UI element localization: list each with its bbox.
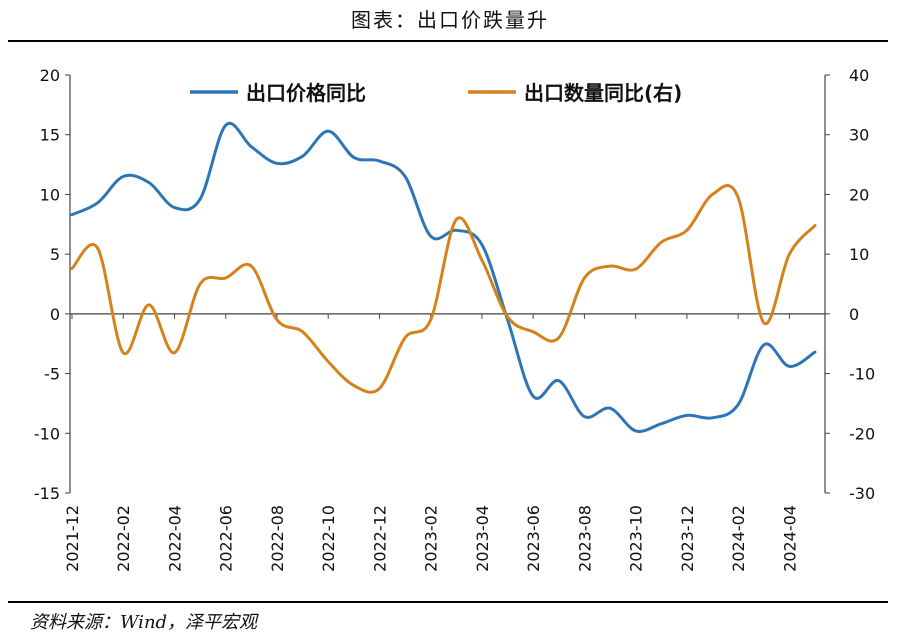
x-axis-tick-label: 2022-12 [370, 505, 389, 572]
left-axis-tick-label: 5 [50, 245, 60, 264]
title-divider [8, 40, 888, 42]
x-axis-tick-label: 2023-02 [422, 505, 441, 572]
source-divider [8, 601, 888, 603]
chart-series [70, 121, 817, 433]
series-line-export-price-yoy [70, 121, 817, 433]
x-axis-tick-label: 2021-12 [63, 505, 82, 572]
x-axis-tick-label: 2023-08 [575, 505, 594, 572]
x-axis-tick-label: 2023-10 [627, 505, 646, 572]
source-note: 资料来源：Wind，泽平宏观 [30, 612, 258, 633]
x-axis-tick-label: 2023-06 [524, 505, 543, 572]
left-axis-tick-label: -10 [34, 424, 60, 443]
x-axis-tick-label: 2022-06 [217, 505, 236, 572]
left-axis-tick-label: -5 [44, 365, 60, 384]
x-axis-tick-label: 2022-10 [319, 505, 338, 572]
x-axis-tick-label: 2024-04 [780, 505, 799, 572]
right-axis-tick-label: -10 [849, 365, 875, 384]
x-axis-tick-label: 2022-02 [114, 505, 133, 572]
left-axis-tick-label: 0 [50, 305, 60, 324]
left-axis-tick-label: -15 [34, 484, 60, 503]
left-axis-tick-label: 10 [40, 185, 60, 204]
x-axis-tick-label: 2023-04 [473, 505, 492, 572]
right-axis-tick-label: 0 [849, 305, 859, 324]
x-axis-tick-label: 2024-02 [729, 505, 748, 572]
legend-item-export-price-label: 出口价格同比 [246, 81, 366, 105]
legend-item-export-volume-label: 出口数量同比(右) [524, 81, 682, 105]
x-axis-tick-label: 2023-12 [678, 505, 697, 572]
left-axis-tick-label: 15 [40, 126, 60, 145]
line-chart: 20 15 10 5 0 -5 -10 -15 40 30 20 10 0 -10 -20 -30 2021-1… [34, 66, 875, 572]
series-line-export-volume-yoy [70, 184, 817, 394]
right-axis-tick-label: 10 [849, 245, 869, 264]
right-axis-tick-label: -30 [849, 484, 875, 503]
x-axis-tick-label: 2022-08 [268, 505, 287, 572]
right-axis-tick-label: -20 [849, 424, 875, 443]
right-axis-tick-label: 30 [849, 126, 869, 145]
right-axis-tick-label: 20 [849, 185, 869, 204]
left-axis-tick-label: 20 [40, 66, 60, 85]
chart-legend: 出口价格同比 出口数量同比(右) [190, 81, 682, 105]
chart-axes: 20 15 10 5 0 -5 -10 -15 40 30 20 10 0 -10 -20 -30 2021-1… [34, 66, 875, 572]
chart-title: 图表：出口价跌量升 [351, 8, 549, 32]
right-axis-tick-label: 40 [849, 66, 869, 85]
x-axis-tick-label: 2022-04 [165, 505, 184, 572]
